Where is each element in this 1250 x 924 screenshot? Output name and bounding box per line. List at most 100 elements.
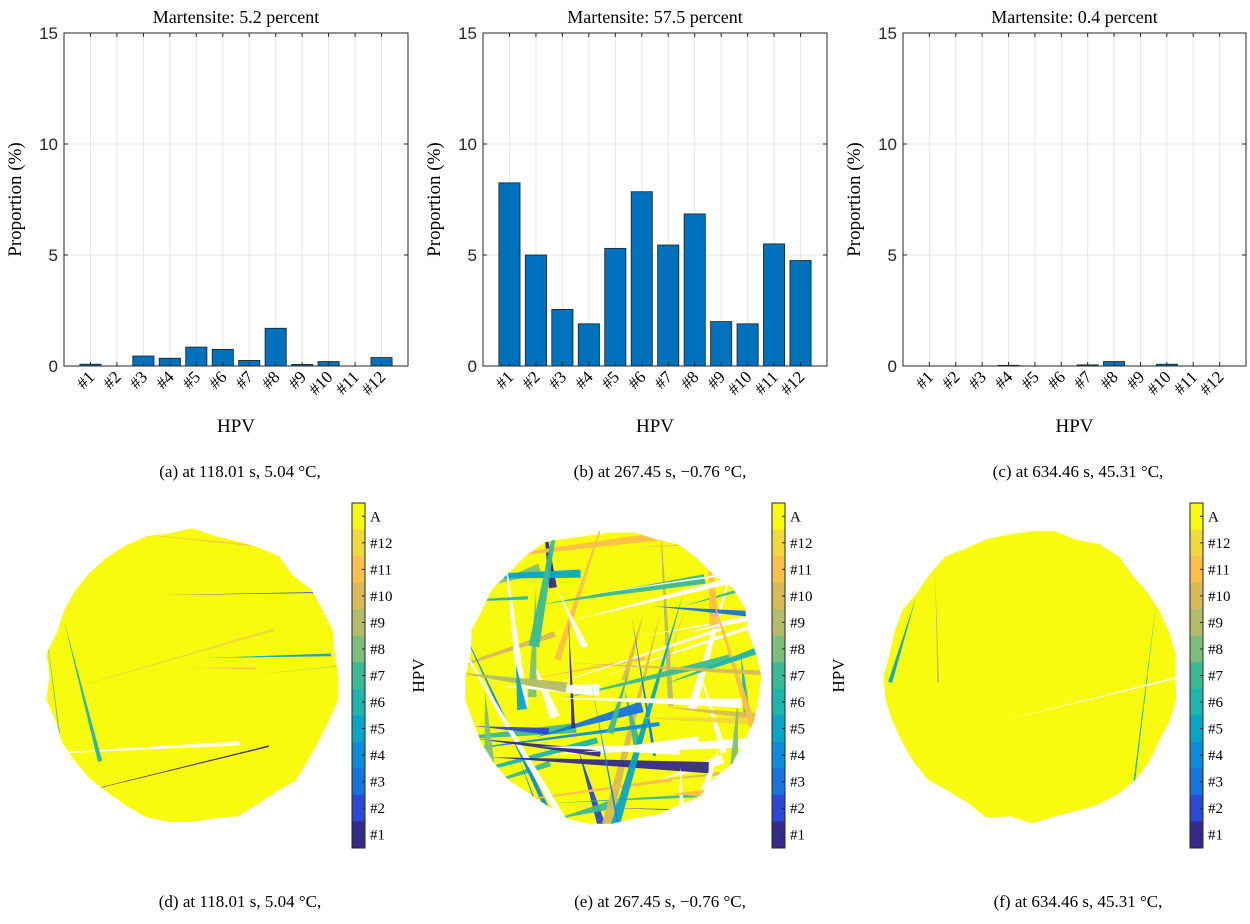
colorbar-segment (352, 556, 365, 584)
x-tick-label: #9 (704, 367, 729, 392)
colorbar-tick-label: #7 (790, 669, 806, 685)
colorbar-tick-label: #5 (1208, 722, 1223, 738)
colorbar-segment (1190, 794, 1203, 822)
colorbar-tick-label: A (1208, 509, 1219, 525)
colorbar-segment (1190, 715, 1203, 743)
colorbar-segment (1190, 688, 1203, 716)
x-tick-label: #9 (285, 367, 310, 392)
colorbar-label: HPV (409, 658, 428, 693)
x-tick-label: #1 (73, 367, 98, 392)
x-tick-label: #7 (651, 367, 677, 393)
y-tick-label: 15 (458, 24, 477, 43)
colorbar-tick-label: A (370, 509, 381, 525)
y-tick-label: 15 (39, 24, 58, 43)
martensite-plate (988, 667, 1177, 725)
colorbar-segment (352, 609, 365, 637)
austenite-region (883, 531, 1177, 824)
x-axis-label: HPV (636, 416, 674, 437)
austenite-region (46, 528, 339, 823)
colorbar-tick-label: #9 (790, 615, 805, 631)
colorbar-segment (772, 556, 785, 584)
axes-box (902, 32, 1247, 367)
colorbar-tick-label: #4 (1208, 748, 1224, 764)
martensite-plate (652, 606, 762, 626)
martensite-plate (569, 568, 762, 622)
colorbar-tick-label: #10 (1208, 589, 1231, 605)
hpv-map-3 (883, 531, 1177, 824)
caption-b: (b) at 267.45 s, −0.76 °C, (573, 462, 747, 481)
colorbar-tick-label: #10 (790, 589, 813, 605)
caption-e: (e) at 267.45 s, −0.76 °C, (574, 892, 746, 911)
y-tick-label: 10 (878, 135, 897, 154)
colorbar-segment (1190, 821, 1203, 849)
martensite-plate (888, 598, 916, 683)
caption-c: (c) at 634.46 s, 45.31 °C, (992, 462, 1164, 481)
martensite-plate (516, 664, 528, 711)
colorbar-3: A #12 #11 #10 #9 #8 #7 #6 #5 #4 #3 #2 #1 (1189, 502, 1231, 849)
y-tick-label: 10 (458, 135, 477, 154)
colorbar-segment (772, 529, 785, 557)
colorbar-tick-label: #11 (790, 562, 812, 578)
x-tick-label: #3 (126, 367, 151, 392)
y-tick-label: 0 (49, 357, 58, 376)
x-tick-label: #9 (1123, 367, 1148, 392)
x-tick-label: #12 (777, 367, 808, 398)
martensite-plate (46, 628, 275, 696)
bar (630, 191, 653, 367)
colorbar-segment (772, 794, 785, 822)
x-tick-label: #3 (545, 367, 570, 392)
colorbar-segment (352, 741, 365, 769)
colorbar-segment (352, 768, 365, 796)
martensite-plate (554, 698, 742, 708)
x-tick-label: #4 (571, 367, 597, 393)
bar-chart-2: 0 5 10 15 #1 #2 #3 #4 #5 #6 #7 #8 #9#10#11#12 Martens… (424, 7, 828, 437)
martensite-plate (528, 529, 565, 648)
martensite-plate (63, 619, 103, 762)
colorbar-segment (1190, 741, 1203, 769)
x-tick-label: #12 (1196, 367, 1227, 398)
x-tick-label: #8 (258, 367, 283, 392)
colorbar-segment (772, 715, 785, 743)
bar-chart-1: 0 5 10 15 #1 #2 #3 #4 #5 #6 #7 #8 #9#10#11#12 Martens… (5, 7, 409, 437)
martensite-plate (572, 663, 762, 678)
y-axis-label: Proportion (%) (844, 142, 865, 257)
colorbar-tick-label: #9 (370, 615, 385, 631)
colorbar-segment (1190, 556, 1203, 584)
y-tick-label: 15 (878, 24, 897, 43)
x-axis-label: HPV (217, 416, 255, 437)
x-tick-label: #7 (1070, 367, 1096, 393)
chart-title: Martensite: 0.4 percent (991, 7, 1157, 27)
caption-f: (f) at 634.46 s, 45.31 °C, (993, 892, 1163, 911)
colorbar-tick-label: #1 (1208, 828, 1223, 844)
x-tick-label: #2 (518, 367, 543, 392)
bar (789, 260, 812, 367)
colorbar-tick-label: #2 (370, 801, 385, 817)
axes-box (482, 32, 828, 367)
x-tick-label: #11 (1170, 367, 1201, 398)
martensite-plate (659, 606, 686, 679)
martensite-plate (524, 626, 723, 695)
bar (736, 323, 759, 367)
colorbar-frame (771, 502, 786, 849)
martensite-plate (464, 672, 568, 693)
colorbar-tick-label: #9 (1208, 615, 1223, 631)
colorbar-segment (772, 688, 785, 716)
martensite-plate (743, 787, 762, 824)
martensite-plate (687, 605, 762, 633)
martensite-plate (554, 529, 612, 661)
martensite-plate (504, 549, 529, 708)
colorbar-segment (352, 503, 365, 531)
y-tick-label: 0 (468, 357, 477, 376)
martensite-plate (696, 659, 727, 754)
bar (683, 213, 706, 367)
y-axis-label: Proportion (%) (424, 142, 445, 257)
colorbar-tick-label: #12 (1208, 536, 1231, 552)
caption-d: (d) at 118.01 s, 5.04 °C, (158, 892, 322, 911)
x-tick-label: #10 (305, 367, 336, 398)
colorbar-segment (352, 529, 365, 557)
x-tick-label: #11 (751, 367, 782, 398)
bar (763, 243, 786, 367)
colorbar-tick-label: #8 (370, 642, 385, 658)
bar (577, 323, 600, 367)
